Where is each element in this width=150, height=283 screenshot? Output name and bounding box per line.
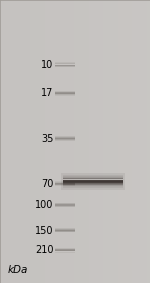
Bar <box>63 175 123 176</box>
Bar <box>55 65 75 66</box>
Bar <box>55 181 75 182</box>
Bar <box>55 229 75 230</box>
Bar <box>55 183 75 184</box>
Bar <box>55 138 75 139</box>
Bar <box>55 137 75 138</box>
Bar <box>63 178 123 179</box>
Text: 100: 100 <box>35 200 53 210</box>
Text: 150: 150 <box>35 226 53 236</box>
Bar <box>63 179 123 180</box>
Bar <box>63 180 123 181</box>
Text: 35: 35 <box>41 134 53 144</box>
Bar <box>55 249 75 250</box>
Bar <box>63 177 123 178</box>
Bar <box>63 186 123 187</box>
Bar <box>55 228 75 229</box>
Bar <box>55 93 75 94</box>
Bar <box>55 136 75 137</box>
Bar <box>55 184 75 185</box>
Bar <box>55 140 75 141</box>
Bar <box>63 181 123 182</box>
Bar <box>55 205 75 206</box>
Bar <box>55 206 75 207</box>
Bar <box>55 230 75 231</box>
Bar <box>55 66 75 67</box>
Bar <box>55 252 75 253</box>
Bar <box>55 64 75 65</box>
Bar <box>63 184 123 185</box>
Bar <box>55 250 75 251</box>
Bar <box>61 173 124 190</box>
Bar <box>55 203 75 204</box>
Bar <box>63 183 123 184</box>
Bar <box>55 204 75 205</box>
Bar <box>55 232 75 233</box>
Bar <box>55 139 75 140</box>
Text: 70: 70 <box>41 179 53 189</box>
Bar <box>63 187 123 188</box>
Text: 10: 10 <box>41 60 53 70</box>
Bar <box>55 94 75 95</box>
Bar <box>55 182 75 183</box>
Bar <box>63 182 123 183</box>
Bar <box>55 185 75 186</box>
Text: 210: 210 <box>35 245 53 256</box>
Text: 17: 17 <box>41 88 53 98</box>
Bar <box>55 63 75 64</box>
Bar <box>55 231 75 232</box>
Bar <box>55 95 75 96</box>
Bar <box>63 176 123 177</box>
Bar <box>63 185 123 186</box>
Bar <box>55 251 75 252</box>
Bar <box>55 92 75 93</box>
Text: kDa: kDa <box>8 265 28 275</box>
